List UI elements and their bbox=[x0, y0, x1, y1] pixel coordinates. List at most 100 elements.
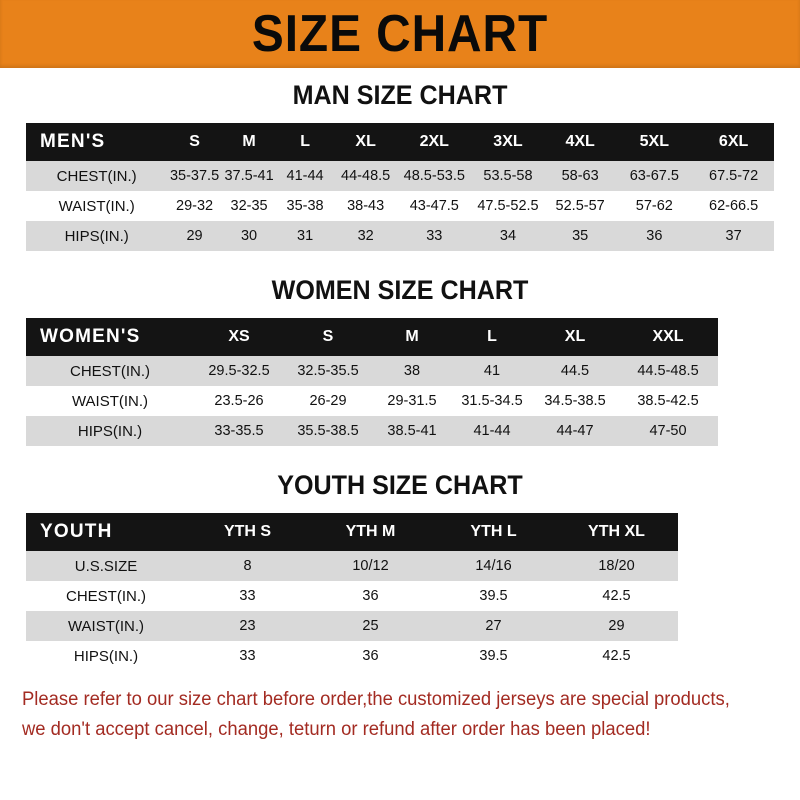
measurement-cell: 33-35.5 bbox=[194, 416, 284, 446]
measurement-cell: 44.5 bbox=[532, 356, 618, 386]
measurement-cell: 52.5-57 bbox=[544, 191, 616, 221]
filler-cell bbox=[718, 356, 774, 386]
women-size-header-xxl: XXL bbox=[652, 328, 684, 345]
youth-size-header-yth-s: YTH S bbox=[223, 523, 272, 540]
measurement-cell: 32-35 bbox=[221, 191, 277, 221]
women-row-label: HIPS(IN.) bbox=[26, 416, 194, 446]
men-size-header-l: L bbox=[300, 133, 310, 150]
men-row-label: WAIST(IN.) bbox=[26, 191, 168, 221]
youth-row-label: U.S.SIZE bbox=[26, 551, 186, 581]
spacer bbox=[0, 304, 800, 318]
measurement-cell: 38-43 bbox=[333, 191, 398, 221]
footer-note: Please refer to our size chart before or… bbox=[0, 685, 800, 745]
measurement-cell: 38.5-42.5 bbox=[618, 386, 718, 416]
measurement-cell: 53.5-58 bbox=[471, 161, 545, 191]
table-row: CHEST(IN.) 33 36 39.5 42.5 bbox=[26, 581, 774, 611]
measurement-cell: 62-66.5 bbox=[693, 191, 774, 221]
spacer bbox=[0, 499, 800, 513]
measurement-cell: 29 bbox=[167, 221, 222, 251]
measurement-cell: 29.5-32.5 bbox=[194, 356, 284, 386]
measurement-cell: 36 bbox=[309, 581, 432, 611]
measurement-cell: 29-31.5 bbox=[372, 386, 452, 416]
size-chart-banner: SIZE CHART bbox=[0, 0, 800, 68]
measurement-cell: 33 bbox=[397, 221, 472, 251]
youth-header-label: YOUTH bbox=[40, 521, 113, 542]
measurement-cell: 38.5-41 bbox=[372, 416, 452, 446]
men-header-row: MEN'S S M L XL 2XL 3XL 4XL 5XL 6XL bbox=[26, 123, 774, 161]
measurement-cell: 18/20 bbox=[555, 551, 678, 581]
measurement-cell: 58-63 bbox=[544, 161, 616, 191]
filler-cell bbox=[678, 641, 774, 671]
men-size-header-xl: XL bbox=[355, 133, 376, 150]
footer-note-line-1: Please refer to our size chart before or… bbox=[22, 689, 730, 710]
table-row: U.S.SIZE 8 10/12 14/16 18/20 bbox=[26, 551, 774, 581]
men-size-header-m: M bbox=[242, 133, 256, 150]
women-size-header-l: L bbox=[487, 328, 497, 345]
measurement-cell: 35-38 bbox=[276, 191, 334, 221]
banner-title: SIZE CHART bbox=[251, 5, 549, 63]
men-size-header-3xl: 3XL bbox=[493, 133, 523, 150]
women-header-label: WOMEN'S bbox=[40, 326, 141, 347]
measurement-cell: 31.5-34.5 bbox=[452, 386, 532, 416]
women-size-table: WOMEN'S XS S M L XL XXL CHEST(IN.) 29.5-32.5 32.5… bbox=[26, 318, 774, 446]
filler-cell bbox=[678, 551, 774, 581]
measurement-cell: 47-50 bbox=[618, 416, 718, 446]
women-section-title: WOMEN SIZE CHART bbox=[271, 275, 529, 305]
men-section-title: MAN SIZE CHART bbox=[292, 80, 508, 110]
women-size-header-s: S bbox=[322, 328, 334, 345]
measurement-cell: 44-47 bbox=[532, 416, 618, 446]
women-row-label: WAIST(IN.) bbox=[26, 386, 194, 416]
measurement-cell: 23 bbox=[186, 611, 309, 641]
spacer bbox=[0, 109, 800, 123]
measurement-cell: 10/12 bbox=[309, 551, 432, 581]
measurement-cell: 43-47.5 bbox=[397, 191, 472, 221]
measurement-cell: 42.5 bbox=[555, 641, 678, 671]
women-size-header-xs: XS bbox=[228, 328, 250, 345]
men-size-header-2xl: 2XL bbox=[419, 133, 449, 150]
measurement-cell: 14/16 bbox=[432, 551, 555, 581]
measurement-cell: 35 bbox=[544, 221, 616, 251]
youth-size-section: YOUTH SIZE CHART YOUTH YTH S YTH M YTH L YTH… bbox=[0, 472, 800, 671]
measurement-cell: 29 bbox=[555, 611, 678, 641]
measurement-cell: 34 bbox=[471, 221, 545, 251]
women-row-label: CHEST(IN.) bbox=[26, 356, 194, 386]
youth-header-row: YOUTH YTH S YTH M YTH L YTH XL bbox=[26, 513, 774, 551]
table-row: WAIST(IN.) 23 25 27 29 bbox=[26, 611, 774, 641]
table-row: HIPS(IN.) 33-35.5 35.5-38.5 38.5-41 41-44 44-… bbox=[26, 416, 774, 446]
filler-cell bbox=[718, 386, 774, 416]
table-row: CHEST(IN.) 29.5-32.5 32.5-35.5 38 41 44.5 44.5… bbox=[26, 356, 774, 386]
men-row-label: CHEST(IN.) bbox=[26, 161, 168, 191]
measurement-cell: 29-32 bbox=[167, 191, 222, 221]
measurement-cell: 67.5-72 bbox=[693, 161, 774, 191]
measurement-cell: 32.5-35.5 bbox=[284, 356, 372, 386]
measurement-cell: 33 bbox=[186, 641, 309, 671]
table-row: CHEST(IN.) 35-37.5 37.5-41 41-44 44-48.5 48.5… bbox=[26, 161, 774, 191]
filler-cell bbox=[718, 416, 774, 446]
footer-note-line-2: we don't accept cancel, change, teturn o… bbox=[22, 719, 651, 740]
measurement-cell: 26-29 bbox=[284, 386, 372, 416]
men-size-section: MAN SIZE CHART MEN'S S M L XL 2XL 3XL 4XL 5XL 6XL… bbox=[0, 82, 800, 251]
measurement-cell: 37 bbox=[693, 221, 774, 251]
youth-row-label: CHEST(IN.) bbox=[26, 581, 186, 611]
measurement-cell: 8 bbox=[186, 551, 309, 581]
measurement-cell: 37.5-41 bbox=[221, 161, 277, 191]
men-size-header-6xl: 6XL bbox=[718, 133, 749, 150]
measurement-cell: 47.5-52.5 bbox=[471, 191, 545, 221]
measurement-cell: 23.5-26 bbox=[194, 386, 284, 416]
measurement-cell: 35-37.5 bbox=[167, 161, 222, 191]
filler-cell bbox=[678, 611, 774, 641]
measurement-cell: 31 bbox=[276, 221, 334, 251]
youth-size-header-yth-m: YTH M bbox=[345, 523, 396, 540]
filler-cell bbox=[718, 318, 774, 356]
measurement-cell: 34.5-38.5 bbox=[532, 386, 618, 416]
table-row: HIPS(IN.) 33 36 39.5 42.5 bbox=[26, 641, 774, 671]
measurement-cell: 44.5-48.5 bbox=[618, 356, 718, 386]
women-size-header-xl: XL bbox=[564, 328, 586, 345]
measurement-cell: 25 bbox=[309, 611, 432, 641]
youth-section-title: YOUTH SIZE CHART bbox=[277, 470, 523, 500]
measurement-cell: 42.5 bbox=[555, 581, 678, 611]
measurement-cell: 27 bbox=[432, 611, 555, 641]
men-size-table: MEN'S S M L XL 2XL 3XL 4XL 5XL 6XL CHEST(IN.) 35-37… bbox=[26, 123, 774, 251]
filler-cell bbox=[678, 581, 774, 611]
measurement-cell: 30 bbox=[221, 221, 277, 251]
